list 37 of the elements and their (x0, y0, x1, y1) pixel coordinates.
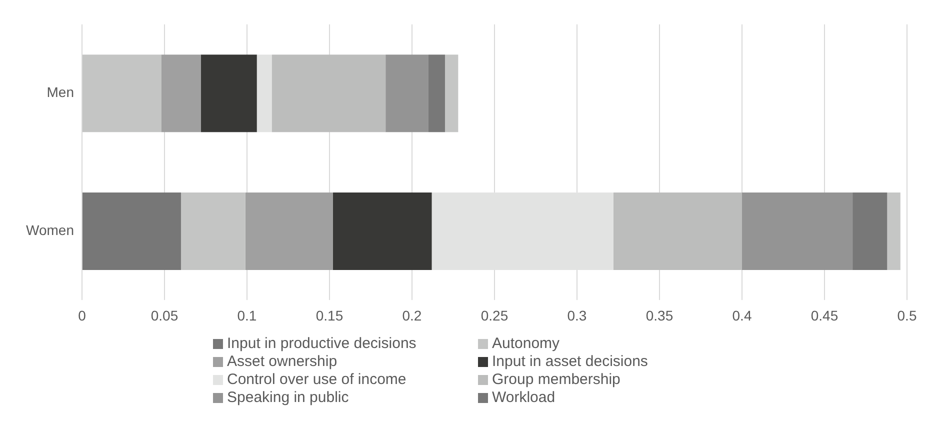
x-tick-label: 0.35 (646, 307, 674, 324)
bar (852, 192, 888, 270)
bar (444, 54, 458, 132)
x-tick-label: 0.2 (402, 307, 422, 324)
legend-label: Speaking in public (227, 389, 349, 407)
x-tick-label: 0.5 (897, 307, 917, 324)
y-tick-label: Women (26, 222, 74, 238)
legend-label: Input in asset decisions (492, 353, 648, 371)
bar (256, 54, 272, 132)
y-tick-label: Men (46, 84, 74, 100)
x-tick-label: 0 (78, 307, 86, 324)
legend-label: Control over use of income (227, 371, 406, 389)
bar (161, 54, 201, 132)
bar (82, 54, 162, 132)
legend-label: Autonomy (492, 335, 560, 353)
x-tick-label: 0.1 (237, 307, 257, 324)
x-tick-label: 0.4 (732, 307, 752, 324)
bar (200, 54, 257, 132)
legend-label: Asset ownership (227, 353, 338, 371)
bar (180, 192, 246, 270)
x-tick-label: 0.05 (150, 307, 178, 324)
x-tick-label: 0.45 (810, 307, 838, 324)
bar (82, 192, 181, 270)
bar (386, 54, 428, 132)
bar (272, 54, 386, 132)
legend-label: Group membership (492, 371, 620, 389)
x-tick-label: 0.15 (316, 307, 344, 324)
x-tick-label: 0.3 (567, 307, 587, 324)
legend-label: Workload (492, 389, 556, 407)
bar (613, 192, 742, 270)
bar (245, 192, 333, 270)
bar (742, 192, 853, 270)
legend-label: Input in productive decisions (227, 335, 416, 353)
bar (887, 192, 900, 270)
bar (332, 192, 432, 270)
bar (428, 54, 445, 132)
x-tick-label: 0.25 (480, 307, 508, 324)
